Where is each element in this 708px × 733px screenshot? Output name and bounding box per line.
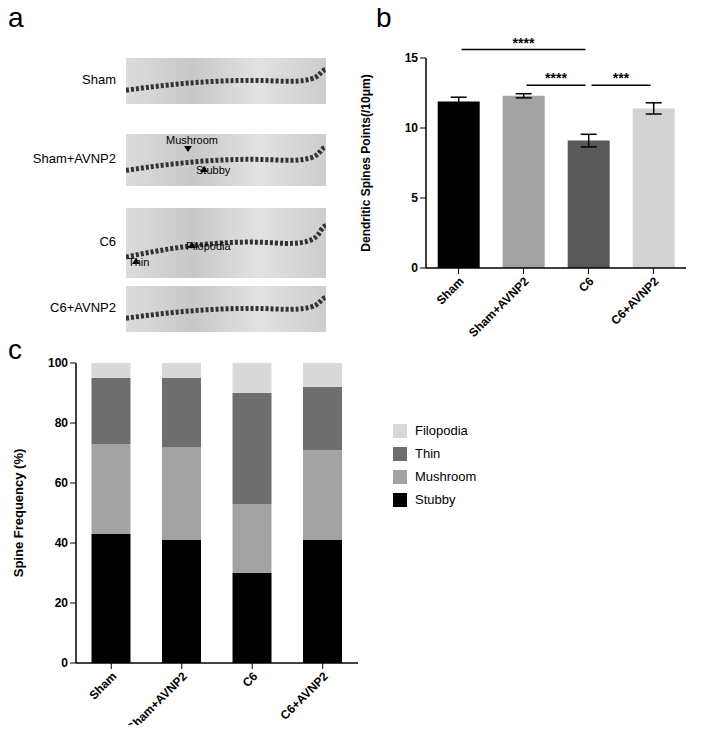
svg-text:C6: C6 xyxy=(240,669,261,690)
svg-text:Sham+AVNP2: Sham+AVNP2 xyxy=(466,274,532,340)
svg-text:80: 80 xyxy=(55,416,69,430)
html-text:C6: C6 xyxy=(99,234,116,249)
svg-text:40: 40 xyxy=(55,536,69,550)
svg-text:C6+AVNP2: C6+AVNP2 xyxy=(278,669,332,723)
svg-text:10: 10 xyxy=(405,121,419,135)
html-text:Sham+AVNP2: Sham+AVNP2 xyxy=(32,151,116,166)
svg-text:0: 0 xyxy=(61,656,68,670)
svg-text:Stubby: Stubby xyxy=(196,164,231,176)
html-text:Thin: Thin xyxy=(415,446,441,461)
svg-text:15: 15 xyxy=(405,51,419,65)
svg-text:5: 5 xyxy=(411,191,418,205)
svg-text:***: *** xyxy=(613,70,630,86)
svg-text:60: 60 xyxy=(55,476,69,490)
svg-text:****: **** xyxy=(545,70,567,86)
html-text:Filopodia: Filopodia xyxy=(415,423,468,438)
html-text:Mushroom: Mushroom xyxy=(415,469,477,484)
html-text:c: c xyxy=(8,334,22,365)
svg-text:Filopodia: Filopodia xyxy=(186,240,232,252)
html-text:C6+AVNP2: C6+AVNP2 xyxy=(50,300,116,315)
html-text:Sham: Sham xyxy=(82,72,116,87)
svg-text:100: 100 xyxy=(48,356,68,370)
html-text:Stubby: Stubby xyxy=(415,492,456,507)
svg-text:Sham: Sham xyxy=(434,274,467,307)
svg-text:Sham: Sham xyxy=(86,669,119,702)
svg-text:C6: C6 xyxy=(576,274,597,295)
svg-text:20: 20 xyxy=(55,596,69,610)
svg-text:Spine Frequency (%): Spine Frequency (%) xyxy=(11,449,26,578)
svg-text:Thin: Thin xyxy=(128,256,149,268)
svg-text:C6+AVNP2: C6+AVNP2 xyxy=(608,274,662,328)
svg-text:Dendritic Spines Points(/10μm): Dendritic Spines Points(/10μm) xyxy=(359,74,373,251)
svg-text:Sham+AVNP2: Sham+AVNP2 xyxy=(124,669,190,725)
svg-text:****: **** xyxy=(513,35,535,51)
svg-text:Mushroom: Mushroom xyxy=(166,134,218,146)
svg-text:0: 0 xyxy=(411,261,418,275)
